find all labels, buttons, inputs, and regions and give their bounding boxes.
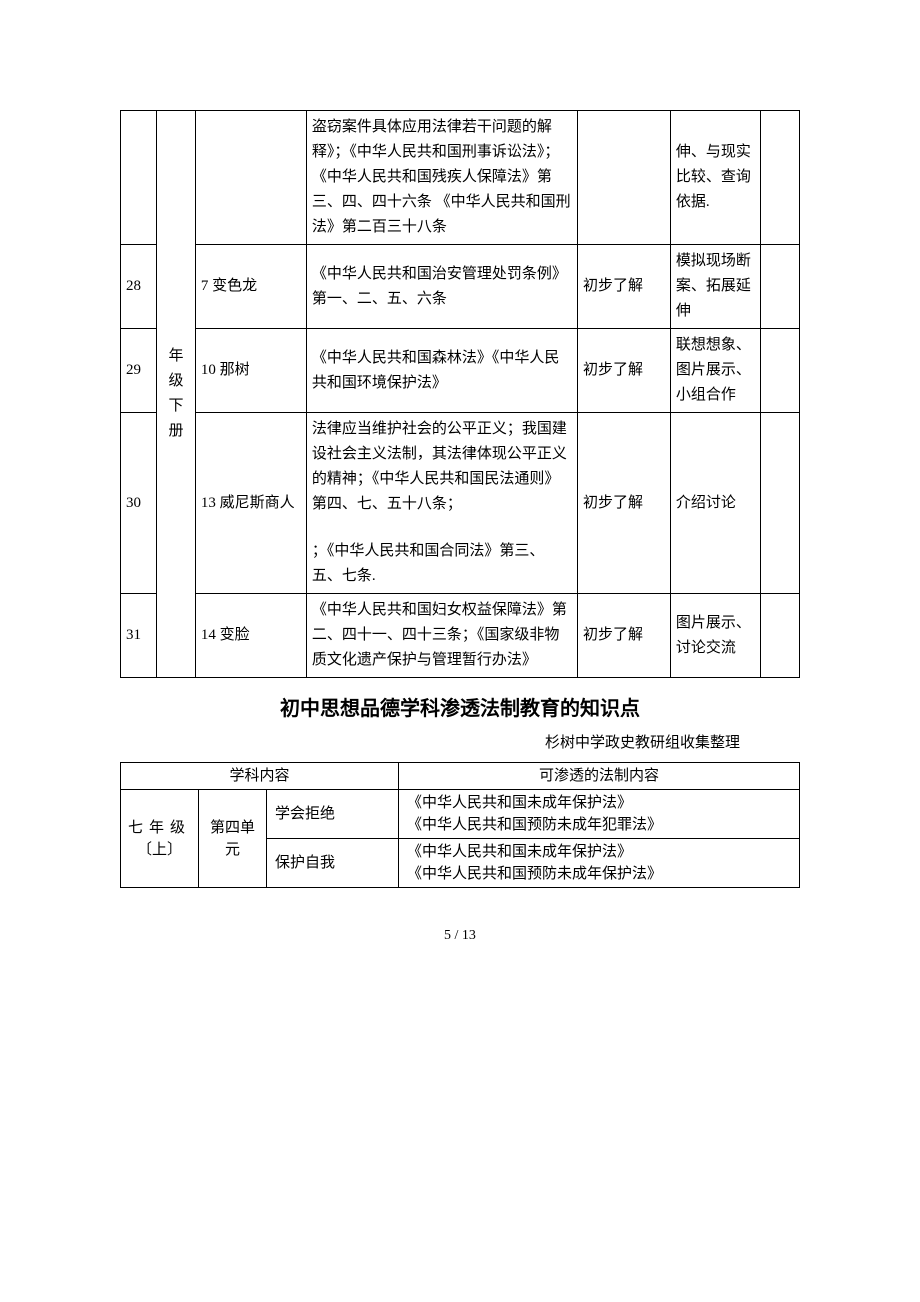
unit-cell: 第四单元 [199,790,267,888]
content-cell: 法律应当维护社会的公平正义；我国建设社会主义法制，其法律体现公平正义的精神；《中… [306,413,577,594]
table-row: 30 13 威尼斯商人 法律应当维护社会的公平正义；我国建设社会主义法制，其法律… [121,413,800,594]
topic-cell: 保护自我 [267,839,399,888]
header-subject: 学科内容 [121,763,399,790]
method-cell: 介绍讨论 [670,413,760,594]
method-cell: 模拟现场断案、拓展延伸 [670,245,760,329]
level-cell: 初步了解 [577,329,670,413]
table-row: 年级下册 盗窃案件具体应用法律若干问题的解释》；《中华人民共和国刑事诉讼法》；《… [121,111,800,245]
level-cell: 初步了解 [577,245,670,329]
law-cell: 《中华人民共和国未成年保护法》《中华人民共和国预防未成年犯罪法》 [399,790,800,839]
blank-cell [761,594,800,678]
blank-cell [761,245,800,329]
table-row: 七年级〔上〕 第四单元 学会拒绝 《中华人民共和国未成年保护法》《中华人民共和国… [121,790,800,839]
lesson-cell: 13 威尼斯商人 [195,413,306,594]
section-subtitle: 杉树中学政史教研组收集整理 [120,731,800,752]
lesson-cell: 10 那树 [195,329,306,413]
lesson-cell [195,111,306,245]
grade-cell: 年级下册 [157,111,196,678]
content-cell: 《中华人民共和国妇女权益保障法》第二、四十一、四十三条；《国家级非物质文化遗产保… [306,594,577,678]
method-cell: 联想想象、图片展示、小组合作 [670,329,760,413]
table-header-row: 学科内容 可渗透的法制内容 [121,763,800,790]
page-number: 5 / 13 [120,928,800,944]
section-title: 初中思想品德学科渗透法制教育的知识点 [120,692,800,721]
method-cell: 图片展示、讨论交流 [670,594,760,678]
header-law: 可渗透的法制内容 [399,763,800,790]
blank-cell [761,413,800,594]
grade-cell: 七年级〔上〕 [121,790,199,888]
lesson-cell: 7 变色龙 [195,245,306,329]
blank-cell [761,329,800,413]
main-table: 年级下册 盗窃案件具体应用法律若干问题的解释》；《中华人民共和国刑事诉讼法》；《… [120,110,800,678]
row-number [121,111,157,245]
blank-cell [761,111,800,245]
content-cell: 盗窃案件具体应用法律若干问题的解释》；《中华人民共和国刑事诉讼法》；《中华人民共… [306,111,577,245]
row-number: 28 [121,245,157,329]
method-cell: 伸、与现实比较、查询依据. [670,111,760,245]
table-row: 31 14 变脸 《中华人民共和国妇女权益保障法》第二、四十一、四十三条；《国家… [121,594,800,678]
lesson-cell: 14 变脸 [195,594,306,678]
content-cell: 《中华人民共和国森林法》《中华人民共和国环境保护法》 [306,329,577,413]
content-cell: 《中华人民共和国治安管理处罚条例》第一、二、五、六条 [306,245,577,329]
row-number: 30 [121,413,157,594]
table-row: 29 10 那树 《中华人民共和国森林法》《中华人民共和国环境保护法》 初步了解… [121,329,800,413]
law-cell: 《中华人民共和国未成年保护法》《中华人民共和国预防未成年保护法》 [399,839,800,888]
level-cell: 初步了解 [577,594,670,678]
topic-cell: 学会拒绝 [267,790,399,839]
level-cell [577,111,670,245]
level-cell: 初步了解 [577,413,670,594]
row-number: 29 [121,329,157,413]
secondary-table: 学科内容 可渗透的法制内容 七年级〔上〕 第四单元 学会拒绝 《中华人民共和国未… [120,762,800,888]
row-number: 31 [121,594,157,678]
table-row: 28 7 变色龙 《中华人民共和国治安管理处罚条例》第一、二、五、六条 初步了解… [121,245,800,329]
